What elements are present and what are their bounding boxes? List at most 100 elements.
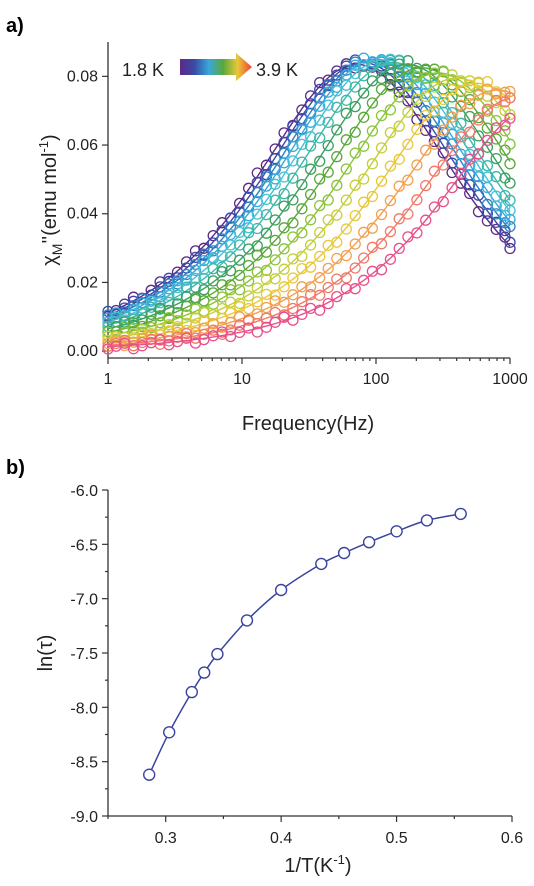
- data-point: [224, 228, 237, 241]
- data-point: [437, 137, 449, 149]
- data-point: [269, 194, 281, 206]
- data-point: [322, 297, 334, 310]
- panel-b-x-ticks: 0.3 0.4 0.5 0.6: [107, 816, 523, 847]
- data-point: [358, 274, 370, 286]
- data-point: [504, 213, 516, 226]
- data-point: [472, 89, 485, 101]
- data-point: [349, 147, 361, 159]
- data-point: [314, 92, 326, 104]
- data-point: [154, 317, 166, 329]
- data-point: [428, 126, 441, 138]
- data-point: [331, 85, 343, 97]
- data-point: [454, 507, 467, 521]
- data-point: [349, 262, 361, 274]
- data-point: [375, 55, 388, 67]
- data-point: [331, 290, 343, 303]
- data-point: [304, 239, 317, 251]
- data-point: [331, 179, 343, 191]
- x-tick-label: 1000: [492, 371, 528, 388]
- data-point: [366, 222, 379, 234]
- data-point: [314, 272, 326, 284]
- data-point: [384, 57, 397, 69]
- data-point: [314, 250, 326, 263]
- data-point: [446, 84, 458, 96]
- data-point: [366, 190, 379, 203]
- data-point: [349, 179, 361, 191]
- data-point: [278, 243, 290, 255]
- data-point: [384, 104, 397, 116]
- data-point: [224, 284, 237, 296]
- data-point: [314, 304, 326, 316]
- data-point: [278, 263, 290, 275]
- data-point: [314, 114, 326, 126]
- data-point: [242, 210, 255, 222]
- data-point: [490, 190, 502, 202]
- data-point: [242, 182, 255, 194]
- data-point: [420, 72, 432, 84]
- data-point: [428, 201, 441, 213]
- data-point: [375, 238, 388, 250]
- data-point: [411, 194, 423, 206]
- data-point: [481, 207, 494, 220]
- data-point: [464, 97, 476, 110]
- data-point: [269, 254, 281, 266]
- data-point: [384, 194, 397, 207]
- temp-end-label: 3.9 K: [256, 60, 298, 80]
- data-point: [384, 253, 397, 265]
- x-tick-label: 0.3: [155, 830, 177, 847]
- data-point: [490, 133, 502, 145]
- data-point: [154, 302, 166, 314]
- data-point: [251, 222, 263, 235]
- x-title-main: 1/T(K: [284, 855, 334, 877]
- fit-line: [107, 72, 511, 337]
- series-14: [102, 112, 516, 355]
- data-point: [393, 242, 405, 255]
- fit-line: [107, 58, 511, 321]
- data-point: [393, 180, 405, 192]
- data-point: [304, 261, 317, 273]
- data-point: [349, 67, 361, 80]
- data-point: [455, 131, 467, 143]
- data-point: [428, 165, 441, 177]
- data-point: [211, 647, 224, 661]
- data-point: [504, 85, 516, 98]
- data-point: [322, 281, 334, 294]
- data-point: [287, 289, 299, 301]
- data-point: [216, 291, 228, 303]
- data-point: [322, 116, 334, 129]
- data-point: [102, 343, 114, 355]
- data-point: [260, 264, 273, 277]
- data-point: [304, 281, 317, 293]
- temperature-legend: 1.8 K 3.9 K: [122, 53, 298, 81]
- data-point: [340, 79, 352, 91]
- data-point: [490, 88, 502, 100]
- data-point: [260, 193, 273, 206]
- data-point: [296, 250, 308, 263]
- data-point: [455, 99, 467, 111]
- data-point: [304, 289, 317, 301]
- data-point: [420, 109, 432, 122]
- data-point: [472, 206, 485, 218]
- data-point: [393, 91, 405, 103]
- y-tick-label: 0.04: [67, 206, 98, 223]
- panel-a-label: a): [6, 15, 24, 37]
- data-point: [260, 227, 273, 239]
- data-point: [340, 223, 352, 235]
- data-point: [233, 269, 246, 282]
- data-point: [349, 209, 361, 222]
- data-point: [358, 252, 370, 264]
- data-point: [163, 283, 175, 295]
- data-point: [340, 282, 352, 295]
- data-point: [233, 215, 246, 227]
- data-point: [362, 536, 376, 549]
- data-point: [490, 152, 502, 165]
- y-title-sub: M: [49, 244, 65, 256]
- data-point: [216, 250, 228, 262]
- data-point: [472, 76, 485, 88]
- data-point: [402, 80, 414, 92]
- data-point: [420, 514, 434, 527]
- data-point: [296, 308, 308, 321]
- data-point: [278, 200, 290, 212]
- data-point: [127, 291, 140, 303]
- data-point: [260, 180, 273, 192]
